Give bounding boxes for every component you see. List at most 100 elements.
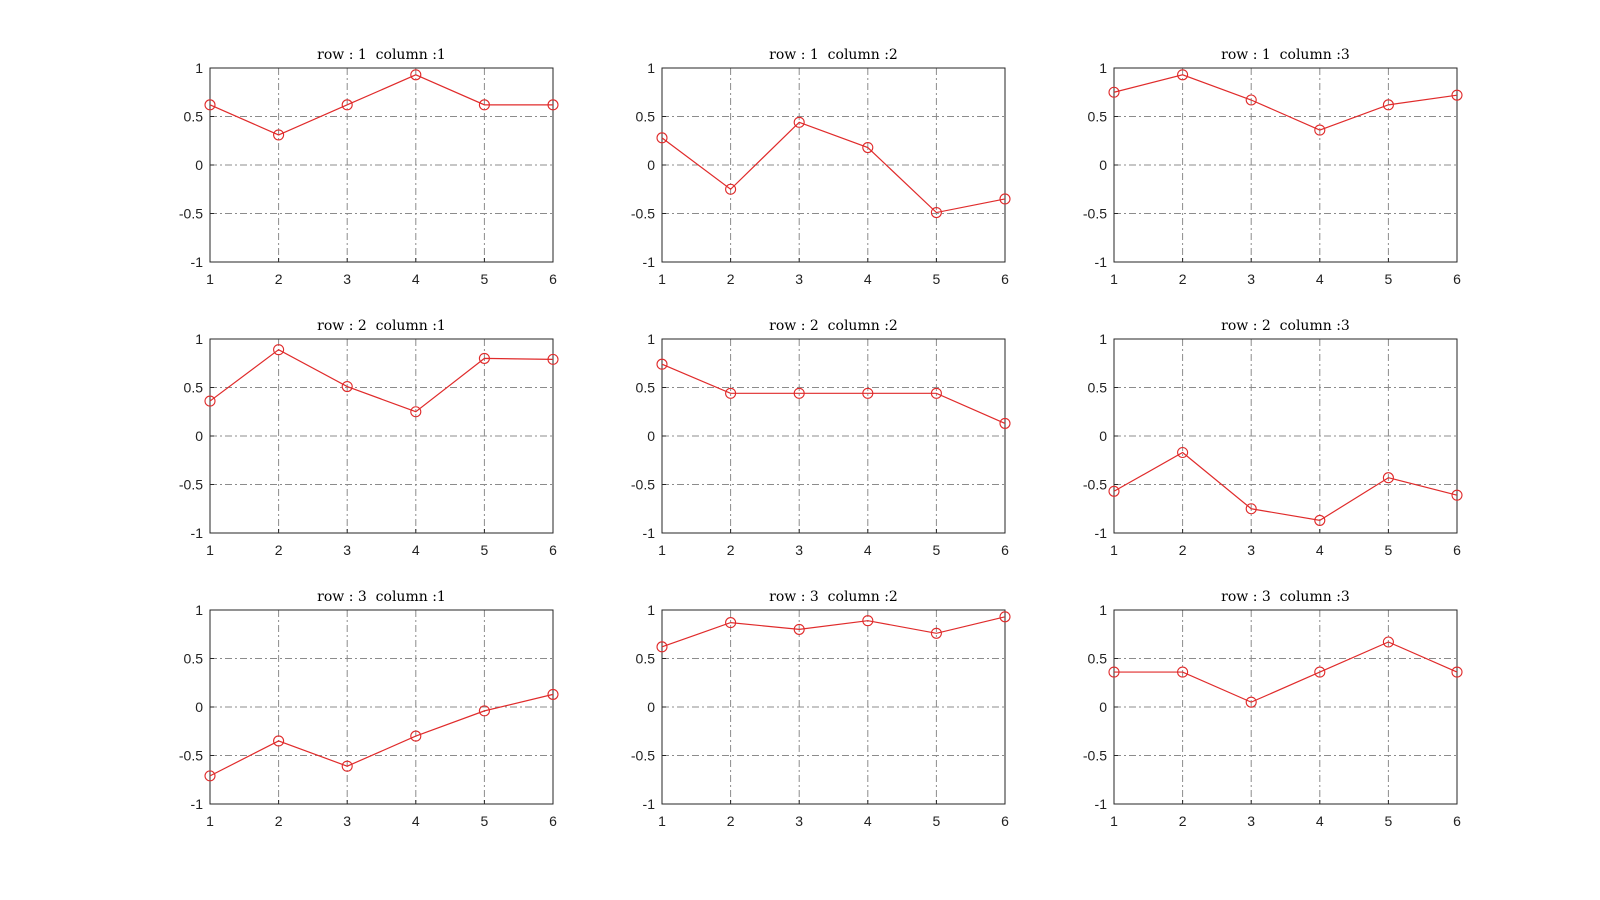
y-tick-label: 0.5 [1088,380,1108,396]
y-tick-label: -0.5 [179,206,203,222]
y-tick-label: 0.5 [1088,109,1108,125]
subplot-6: 1 2 3 4 5 6 1 0.5 0 -0.5 -1 row : 3 column :2 [631,589,1011,829]
subplot-4: 1 2 3 4 5 6 1 0.5 0 -0.5 -1 row : 1 column :2 [631,47,1011,287]
x-tick-label: 6 [1001,542,1009,558]
data-point-marker [930,387,942,399]
x-tick-label: 6 [1001,813,1009,829]
x-tick-label: 6 [1001,271,1009,287]
series-line [209,693,554,777]
x-tick-label: 3 [1247,271,1255,287]
y-tick-label: -0.5 [1083,748,1107,764]
x-tick-label: 3 [795,271,803,287]
series-line [661,616,1006,648]
x-tick-label: 4 [864,542,872,558]
subplot-5: 1 2 3 4 5 6 1 0.5 0 -0.5 -1 row : 2 column :2 [631,318,1011,558]
data-point-marker [725,183,737,195]
series-line [1114,641,1458,703]
x-tick-label: 4 [1316,271,1324,287]
y-tick-label: -1 [191,796,204,812]
y-tick-label: 0.5 [184,109,204,125]
x-tick-label: 2 [1179,813,1187,829]
x-tick-label: 5 [1385,271,1393,287]
x-tick-label: 4 [412,271,420,287]
x-tick-label: 5 [481,813,489,829]
x-tick-label: 3 [795,542,803,558]
y-tick-label: -0.5 [179,477,203,493]
subplot-title: row : 1 column :2 [769,47,898,63]
subplot-title: row : 2 column :2 [769,318,898,334]
x-tick-label: 4 [864,813,872,829]
data-point-marker [1108,86,1120,98]
x-tick-label: 2 [727,271,735,287]
data-point-marker [1382,99,1394,111]
data-point-marker [1382,472,1394,484]
series-line [661,363,1006,424]
x-tick-label: 2 [727,542,735,558]
x-tick-label: 6 [549,542,557,558]
y-tick-label: 1 [1099,331,1107,347]
x-tick-label: 6 [1453,542,1461,558]
y-tick-label: 1 [1099,602,1107,618]
subplot-title: row : 3 column :2 [769,589,898,605]
data-point-marker [341,99,353,111]
y-tick-label: -1 [191,525,204,541]
x-tick-label: 5 [933,542,941,558]
y-tick-label: 0 [1099,157,1107,173]
x-tick-label: 5 [481,271,489,287]
y-tick-label: 0.5 [636,380,656,396]
subplot-title: row : 1 column :3 [1221,47,1350,63]
x-tick-label: 1 [658,813,666,829]
y-tick-label: -1 [1095,254,1108,270]
y-tick-label: -1 [643,796,656,812]
data-point-marker [1451,89,1463,101]
x-tick-label: 4 [864,271,872,287]
data-point-marker [204,770,216,782]
x-tick-label: 3 [1247,813,1255,829]
data-point-marker [410,69,422,81]
y-tick-label: -1 [191,254,204,270]
y-tick-label: -0.5 [179,748,203,764]
data-point-marker [862,387,874,399]
y-tick-label: 1 [1099,60,1107,76]
data-point-marker [930,627,942,639]
y-tick-label: -0.5 [631,477,655,493]
x-tick-label: 3 [795,813,803,829]
y-tick-label: 0.5 [1088,651,1108,667]
x-tick-label: 5 [1385,813,1393,829]
y-tick-label: 0.5 [184,380,204,396]
subplot-title: row : 1 column :1 [317,47,446,63]
y-tick-label: 1 [647,331,655,347]
data-point-marker [547,353,559,365]
x-tick-label: 3 [343,813,351,829]
data-point-marker [273,344,285,356]
data-point-marker [1177,666,1189,678]
data-point-marker [1451,489,1463,501]
x-tick-label: 2 [275,271,283,287]
data-point-marker [930,206,942,219]
data-point-marker [1245,503,1257,515]
y-tick-label: -1 [1095,796,1108,812]
data-point-marker [1314,514,1326,526]
y-tick-label: 0 [647,428,655,444]
y-tick-label: 0 [647,699,655,715]
y-tick-label: 0 [1099,699,1107,715]
series-line [209,348,554,413]
data-point-marker [547,99,559,111]
y-tick-label: -0.5 [1083,206,1107,222]
series-line [1113,451,1458,522]
x-tick-label: 2 [275,813,283,829]
data-point-marker [1177,446,1189,459]
subplot-7: 1 2 3 4 5 6 1 0.5 0 -0.5 -1 row : 1 column :3 [1083,47,1463,287]
data-point-marker [862,615,874,627]
data-point-marker [999,611,1011,623]
y-tick-label: -0.5 [631,748,655,764]
y-tick-label: 0 [647,157,655,173]
y-tick-label: 1 [647,60,655,76]
y-tick-label: 1 [195,331,203,347]
data-point-marker [793,116,805,128]
data-point-marker [725,617,737,629]
subplot-title: row : 3 column :1 [317,589,446,605]
data-point-marker [204,99,216,111]
data-point-marker [341,380,353,393]
